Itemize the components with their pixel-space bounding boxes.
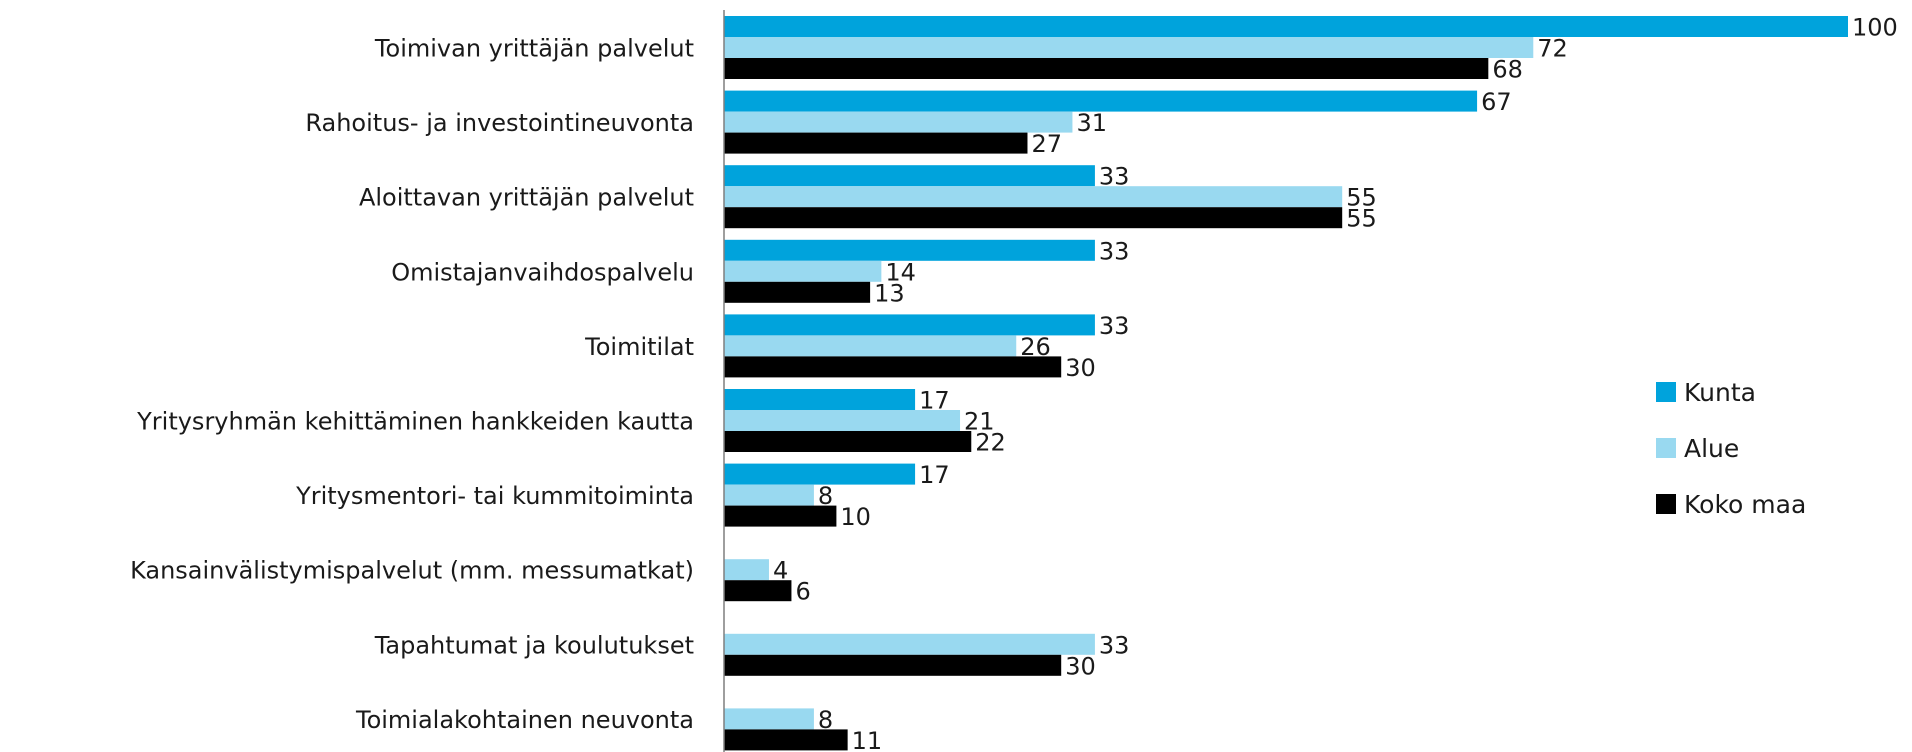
data-label-koko-maa-kansainvalistymispalvelut-mm-messumatkat: 6 <box>795 578 810 606</box>
bar-kunta-aloittavan-yrittajan-palvelut <box>724 165 1095 187</box>
data-label-koko-maa-yritysryhman-kehittaminen-hankkeiden-kautta: 22 <box>975 429 1006 457</box>
data-label-kunta-omistajanvaihdospalvelu: 33 <box>1099 237 1130 265</box>
legend-item-alue: Alue <box>1656 420 1806 476</box>
bars-layer <box>724 16 1848 751</box>
data-label-alue-yritysryhman-kehittaminen-hankkeiden-kautta: 21 <box>964 408 995 436</box>
data-label-alue-toimivan-yrittajan-palvelut: 72 <box>1537 35 1568 63</box>
legend-swatch-alue <box>1656 438 1676 458</box>
data-label-alue-yritysmentori-tai-kummitoiminta: 8 <box>818 482 833 510</box>
data-label-alue-toimialakohtainen-neuvonta: 8 <box>818 706 833 734</box>
bar-kunta-omistajanvaihdospalvelu <box>724 239 1095 261</box>
bar-koko-maa-yritysmentori-tai-kummitoiminta <box>724 505 837 527</box>
bar-koko-maa-kansainvalistymispalvelut-mm-messumatkat <box>724 580 792 602</box>
bar-koko-maa-rahoitus-ja-investointineuvonta <box>724 132 1028 154</box>
bar-kunta-toimitilat <box>724 314 1095 336</box>
bar-koko-maa-omistajanvaihdospalvelu <box>724 281 871 303</box>
category-label-toimialakohtainen-neuvonta: Toimialakohtainen neuvonta <box>355 706 694 734</box>
data-label-alue-kansainvalistymispalvelut-mm-messumatkat: 4 <box>773 557 788 585</box>
category-label-aloittavan-yrittajan-palvelut: Aloittavan yrittäjän palvelut <box>359 184 694 212</box>
data-label-kunta-toimitilat: 33 <box>1099 312 1130 340</box>
category-label-kansainvalistymispalvelut-mm-messumatkat: Kansainvälistymispalvelut (mm. messumatk… <box>130 557 694 585</box>
category-label-yritysmentori-tai-kummitoiminta: Yritysmentori- tai kummitoiminta <box>295 482 694 510</box>
data-label-alue-rahoitus-ja-investointineuvonta: 31 <box>1076 109 1107 137</box>
data-label-koko-maa-tapahtumat-ja-koulutukset: 30 <box>1065 652 1096 680</box>
data-label-kunta-rahoitus-ja-investointineuvonta: 67 <box>1481 88 1512 116</box>
data-label-alue-toimitilat: 26 <box>1020 333 1051 361</box>
bar-koko-maa-toimitilat <box>724 356 1062 378</box>
bar-alue-yritysmentori-tai-kummitoiminta <box>724 484 814 506</box>
data-label-koko-maa-yritysmentori-tai-kummitoiminta: 10 <box>840 503 871 531</box>
data-label-koko-maa-toimitilat: 30 <box>1065 354 1096 382</box>
legend-label-koko-maa: Koko maa <box>1684 489 1807 519</box>
legend-swatch-kunta <box>1656 382 1676 402</box>
category-label-tapahtumat-ja-koulutukset: Tapahtumat ja koulutukset <box>374 631 694 659</box>
data-label-kunta-aloittavan-yrittajan-palvelut: 33 <box>1099 163 1130 191</box>
bar-alue-tapahtumat-ja-koulutukset <box>724 633 1095 655</box>
data-label-koko-maa-rahoitus-ja-investointineuvonta: 27 <box>1031 130 1062 158</box>
bar-alue-yritysryhman-kehittaminen-hankkeiden-kautta <box>724 410 961 431</box>
bar-kunta-rahoitus-ja-investointineuvonta <box>724 90 1478 112</box>
data-label-koko-maa-omistajanvaihdospalvelu: 13 <box>874 279 905 307</box>
labels-layer: Toimivan yrittäjän palvelut1007268Rahoit… <box>130 14 1898 752</box>
category-label-rahoitus-ja-investointineuvonta: Rahoitus- ja investointineuvonta <box>305 109 694 137</box>
category-label-omistajanvaihdospalvelu: Omistajanvaihdospalvelu <box>391 258 694 286</box>
bar-alue-toimitilat <box>724 335 1017 357</box>
bar-alue-omistajanvaihdospalvelu <box>724 260 882 282</box>
bar-koko-maa-toimialakohtainen-neuvonta <box>724 729 848 751</box>
category-label-toimitilat: Toimitilat <box>584 333 694 361</box>
data-label-koko-maa-toimialakohtainen-neuvonta: 11 <box>852 727 883 752</box>
data-label-alue-omistajanvaihdospalvelu: 14 <box>885 258 916 286</box>
legend-label-alue: Alue <box>1684 433 1740 463</box>
bar-kunta-yritysryhman-kehittaminen-hankkeiden-kautta <box>724 389 916 410</box>
data-label-kunta-toimivan-yrittajan-palvelut: 100 <box>1852 14 1898 42</box>
bar-koko-maa-yritysryhman-kehittaminen-hankkeiden-kautta <box>724 431 972 452</box>
bar-koko-maa-tapahtumat-ja-koulutukset <box>724 654 1062 676</box>
data-label-alue-aloittavan-yrittajan-palvelut: 55 <box>1346 184 1377 212</box>
bar-kunta-yritysmentori-tai-kummitoiminta <box>724 463 916 485</box>
data-label-alue-tapahtumat-ja-koulutukset: 33 <box>1099 631 1130 659</box>
bar-alue-aloittavan-yrittajan-palvelut <box>724 186 1343 208</box>
legend: Kunta Alue Koko maa <box>1656 364 1806 532</box>
data-label-koko-maa-toimivan-yrittajan-palvelut: 68 <box>1492 56 1523 84</box>
bar-kunta-toimivan-yrittajan-palvelut <box>724 16 1848 37</box>
legend-item-koko-maa: Koko maa <box>1656 476 1806 532</box>
bar-alue-rahoitus-ja-investointineuvonta <box>724 111 1073 133</box>
bar-koko-maa-aloittavan-yrittajan-palvelut <box>724 207 1343 229</box>
category-label-yritysryhman-kehittaminen-hankkeiden-kautta: Yritysryhmän kehittäminen hankkeiden kau… <box>136 408 694 436</box>
bar-alue-toimivan-yrittajan-palvelut <box>724 37 1534 58</box>
data-label-koko-maa-aloittavan-yrittajan-palvelut: 55 <box>1346 205 1377 233</box>
bar-alue-kansainvalistymispalvelut-mm-messumatkat <box>724 559 769 581</box>
legend-swatch-koko-maa <box>1656 494 1676 514</box>
legend-label-kunta: Kunta <box>1684 377 1756 407</box>
category-label-toimivan-yrittajan-palvelut: Toimivan yrittäjän palvelut <box>374 35 694 63</box>
legend-item-kunta: Kunta <box>1656 364 1806 420</box>
data-label-kunta-yritysmentori-tai-kummitoiminta: 17 <box>919 461 950 489</box>
bar-koko-maa-toimivan-yrittajan-palvelut <box>724 58 1489 79</box>
data-label-kunta-yritysryhman-kehittaminen-hankkeiden-kautta: 17 <box>919 387 950 415</box>
bar-alue-toimialakohtainen-neuvonta <box>724 708 814 730</box>
